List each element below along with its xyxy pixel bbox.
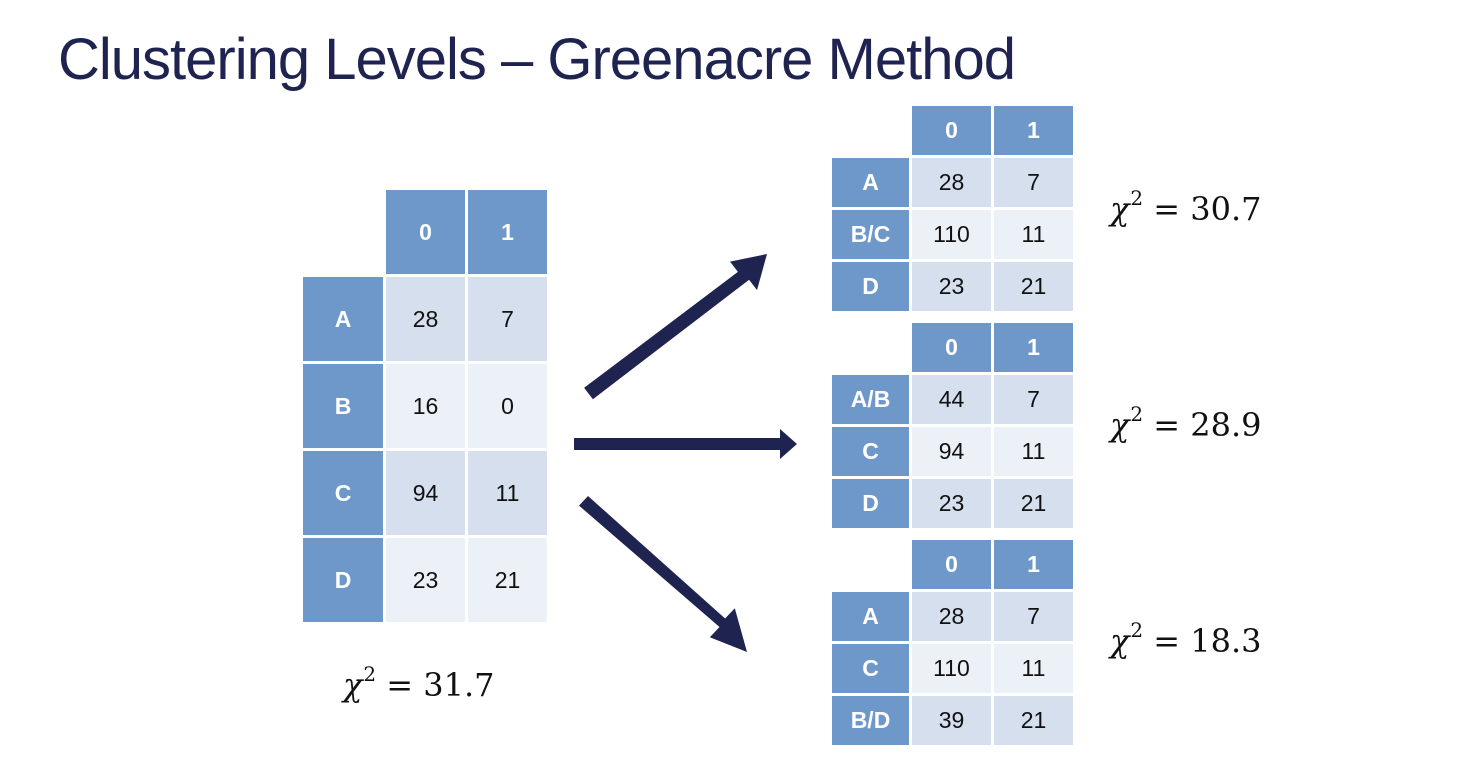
table-row: C 94 11 [300, 448, 550, 538]
table-row: B/C 110 11 [829, 207, 1076, 262]
table-row: D 23 21 [829, 259, 1076, 314]
row-label: D [300, 535, 386, 625]
chi-exponent: 2 [1130, 402, 1144, 426]
table-cell: 39 [909, 693, 994, 748]
row-label: A [829, 155, 912, 210]
table-row: A 28 7 [829, 155, 1076, 210]
table-cell: 21 [991, 259, 1076, 314]
table-cell: 21 [991, 476, 1076, 531]
chi-symbol: χ [1110, 406, 1130, 444]
table-cell: 0 [465, 361, 550, 451]
row-label: C [300, 448, 386, 538]
column-header: 1 [991, 320, 1076, 375]
table-row: A 28 7 [829, 589, 1076, 644]
chi-exponent: 2 [363, 662, 377, 686]
chi-exponent: 2 [1130, 186, 1144, 210]
table-cell: 11 [465, 448, 550, 538]
merged-table-bd: 0 1 A 28 7 C 110 11 B/D 39 21 [829, 537, 1076, 748]
slide-title: Clustering Levels – Greenacre Method [58, 27, 1016, 92]
chi-exponent: 2 [1130, 618, 1144, 642]
chi-square-bd: χ2 = 18.3 [1110, 618, 1262, 660]
column-header: 0 [909, 103, 994, 158]
table-cell: 7 [991, 589, 1076, 644]
table-cell: 23 [383, 535, 468, 625]
table-cell: 16 [383, 361, 468, 451]
table-cell: 7 [991, 155, 1076, 210]
row-label: D [829, 476, 912, 531]
table-cell: 28 [909, 589, 994, 644]
table-cell: 44 [909, 372, 994, 427]
table-cell: 28 [909, 155, 994, 210]
column-header: 1 [465, 187, 550, 277]
arrow-up-right [584, 254, 767, 400]
column-header: 1 [991, 537, 1076, 592]
row-label: B [300, 361, 386, 451]
table-cell: 21 [991, 693, 1076, 748]
row-label: C [829, 424, 912, 479]
table-row: C 110 11 [829, 641, 1076, 696]
table-cell: 23 [909, 259, 994, 314]
chi-symbol: χ [1110, 622, 1130, 660]
row-label: A/B [829, 372, 912, 427]
chi-square-bc: χ2 = 30.7 [1110, 186, 1262, 228]
arrow-right [574, 429, 797, 459]
table-row: A 28 7 [300, 274, 550, 364]
row-label: C [829, 641, 912, 696]
table-corner [831, 539, 911, 591]
table-row: D 23 21 [829, 476, 1076, 531]
chi-square-ab: χ2 = 28.9 [1110, 402, 1262, 444]
table-cell: 28 [383, 274, 468, 364]
table-row: B/D 39 21 [829, 693, 1076, 748]
column-header: 0 [909, 537, 994, 592]
table-row: A/B 44 7 [829, 372, 1076, 427]
table-cell: 11 [991, 207, 1076, 262]
table-row: C 94 11 [829, 424, 1076, 479]
table-cell: 94 [909, 424, 994, 479]
table-cell: 11 [991, 641, 1076, 696]
original-table: 0 1 A 28 7 B 16 0 C 94 11 D 23 21 [300, 187, 550, 625]
chi-symbol: χ [343, 666, 363, 704]
table-cell: 7 [991, 372, 1076, 427]
table-cell: 21 [465, 535, 550, 625]
merged-table-bc: 0 1 A 28 7 B/C 110 11 D 23 21 [829, 103, 1076, 314]
table-corner [831, 322, 911, 374]
table-row: D 23 21 [300, 535, 550, 625]
arrow-down-right [579, 496, 747, 652]
chi-value: = 28.9 [1153, 406, 1262, 444]
row-label: B/D [829, 693, 912, 748]
chi-value: = 31.7 [386, 666, 495, 704]
table-row: B 16 0 [300, 361, 550, 451]
chi-value: = 30.7 [1153, 190, 1262, 228]
chi-value: = 18.3 [1153, 622, 1262, 660]
column-header: 1 [991, 103, 1076, 158]
row-label: A [300, 274, 386, 364]
chi-square-original: χ2 = 31.7 [343, 662, 495, 704]
column-header: 0 [909, 320, 994, 375]
table-cell: 110 [909, 207, 994, 262]
table-cell: 110 [909, 641, 994, 696]
table-cell: 94 [383, 448, 468, 538]
row-label: D [829, 259, 912, 314]
row-label: B/C [829, 207, 912, 262]
table-cell: 23 [909, 476, 994, 531]
table-cell: 7 [465, 274, 550, 364]
row-label: A [829, 589, 912, 644]
merged-table-ab: 0 1 A/B 44 7 C 94 11 D 23 21 [829, 320, 1076, 531]
table-cell: 11 [991, 424, 1076, 479]
table-corner [831, 105, 911, 157]
column-header: 0 [383, 187, 468, 277]
chi-symbol: χ [1110, 190, 1130, 228]
